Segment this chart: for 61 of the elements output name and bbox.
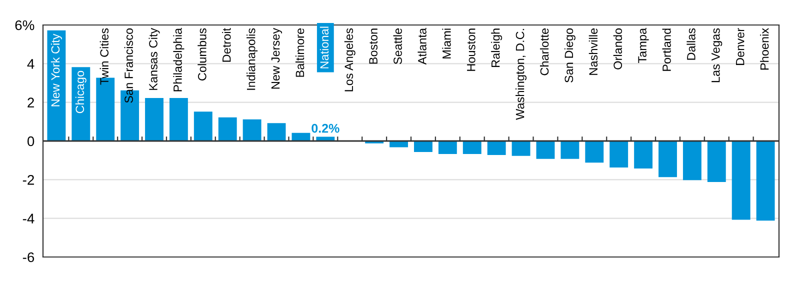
x-tick-label: San Diego [564, 28, 576, 82]
x-tick-label: Chicago [75, 70, 86, 114]
bar [487, 140, 506, 155]
bar [585, 140, 604, 163]
x-tick-label: Boston [369, 28, 378, 64]
bar [756, 140, 775, 221]
bar [560, 140, 580, 159]
x-tick-label: Los Angeles [344, 28, 356, 92]
x-tick-label: Washington, D.C. [516, 28, 527, 120]
y-tick-label: -6 [22, 252, 34, 262]
bar [732, 140, 750, 220]
x-tick-label: Charlotte [540, 28, 549, 76]
bar [194, 112, 212, 142]
x-tick-label: New York City [50, 34, 62, 106]
bar [462, 140, 482, 154]
y-tick-label: 2 [28, 98, 34, 108]
y-tick-label: 6% [15, 20, 34, 30]
y-tick-label: 0 [27, 136, 34, 146]
bar [682, 140, 702, 180]
x-tick-label: Tampa [638, 28, 649, 64]
bar [438, 140, 457, 154]
bar [242, 119, 262, 142]
x-tick-label: San Francisco [124, 28, 133, 103]
bar [707, 140, 726, 182]
x-tick-label: Columbus [198, 28, 206, 80]
bar [512, 140, 530, 156]
x-tick-label: Houston [467, 28, 476, 71]
bar [267, 123, 286, 142]
x-tick-label: Raleigh [491, 28, 502, 67]
bar [72, 67, 90, 142]
bar [634, 140, 653, 168]
x-tick-label: Atlanta [418, 28, 426, 65]
bar [536, 140, 555, 159]
bar [414, 140, 432, 152]
x-tick-label: Portland [662, 28, 671, 71]
bar [169, 98, 188, 142]
x-tick-label: Phoenix [760, 28, 769, 70]
bar [658, 140, 677, 178]
x-tick-label: Baltimore [295, 28, 304, 77]
x-tick-label: Philadelphia [173, 28, 184, 92]
x-tick-label: Kansas City [148, 28, 160, 90]
x-tick-label: Dallas [686, 28, 696, 60]
x-tick-label: New Jersey [271, 28, 282, 89]
x-tick-label: Orlando [613, 28, 622, 70]
y-tick-label: -2 [22, 175, 34, 185]
x-tick-label: Detroit [222, 28, 231, 62]
x-tick-label: Denver [736, 28, 744, 65]
bar [145, 98, 164, 142]
x-tick-label: Twin Cities [100, 28, 109, 85]
x-tick-label: National [320, 26, 329, 68]
bar [610, 140, 628, 168]
x-tick-label: Las Vegas [712, 28, 722, 82]
x-tick-label: Miami [442, 28, 451, 58]
data-label: 0.2% [312, 124, 340, 133]
x-tick-label: Indianapolis [246, 28, 258, 90]
bar [47, 30, 66, 142]
y-tick-label: -4 [22, 214, 34, 224]
x-tick-label: Nashville [588, 28, 598, 75]
y-tick-label: 4 [27, 59, 34, 69]
bar [218, 117, 237, 142]
x-tick-label: Seattle [393, 28, 402, 64]
